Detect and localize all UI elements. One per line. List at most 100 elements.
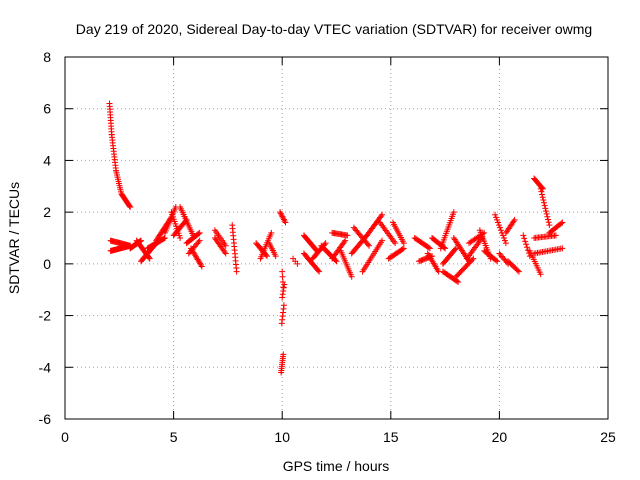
data-point <box>451 246 458 253</box>
data-point <box>539 184 546 191</box>
data-point <box>348 273 355 280</box>
data-point <box>537 271 544 278</box>
data-point <box>366 242 373 249</box>
data-point <box>453 278 460 285</box>
data-point <box>520 232 527 239</box>
data-point <box>281 281 288 288</box>
y-tick-label: 4 <box>43 152 51 168</box>
data-point <box>399 246 406 253</box>
data-point <box>280 351 287 358</box>
data-point <box>493 214 500 221</box>
data-point <box>145 254 152 261</box>
y-tick-label: 2 <box>43 204 51 220</box>
chart-title: Day 219 of 2020, Sidereal Day-to-day VTE… <box>76 21 592 37</box>
data-point <box>400 240 407 247</box>
data-point <box>378 213 385 220</box>
data-point <box>441 244 448 251</box>
data-point <box>272 253 279 260</box>
plot-frame <box>64 56 609 420</box>
data-point <box>315 267 322 274</box>
data-point <box>198 263 205 270</box>
data-point <box>543 208 550 215</box>
data-point <box>392 240 399 247</box>
y-tick-label: 8 <box>43 49 51 65</box>
data-point <box>333 258 340 265</box>
data-point <box>221 249 228 256</box>
data-point <box>160 235 167 242</box>
data-point <box>510 218 517 225</box>
data-point <box>558 220 565 227</box>
data-point <box>539 191 546 198</box>
data-point <box>425 244 432 251</box>
y-tick-label: -2 <box>39 308 52 324</box>
data-point <box>501 237 508 244</box>
data-point <box>268 229 275 236</box>
x-tick-label: 5 <box>170 429 178 445</box>
data-point <box>342 237 349 244</box>
data-point <box>538 188 545 195</box>
data-point <box>196 237 203 244</box>
data-point <box>494 216 501 223</box>
data-point <box>492 211 499 218</box>
data-point <box>379 211 386 218</box>
data-point <box>552 232 559 239</box>
data-point <box>450 209 457 216</box>
x-tick-label: 10 <box>274 429 290 445</box>
data-point <box>426 245 433 252</box>
y-axis-label: SDTVAR / TECUs <box>6 182 22 294</box>
data-point <box>452 245 459 252</box>
data-point <box>400 245 407 252</box>
data-point <box>161 235 168 241</box>
data-point <box>344 232 351 239</box>
data-point <box>455 278 462 285</box>
data-point <box>294 260 301 267</box>
y-tick-label: -6 <box>39 411 52 427</box>
data-point <box>523 241 530 248</box>
y-tick-label: 6 <box>43 101 51 117</box>
grid-lines <box>65 57 608 419</box>
data-point <box>280 302 287 309</box>
data-point <box>545 219 552 226</box>
data-point <box>281 218 288 225</box>
data-point <box>280 284 287 291</box>
y-tick-label: -4 <box>39 359 52 375</box>
data-point <box>195 239 202 246</box>
data-point <box>511 216 518 223</box>
data-point <box>279 294 286 301</box>
data-point <box>279 278 286 285</box>
data-point <box>126 202 133 209</box>
data-point <box>222 242 229 249</box>
data-point <box>493 257 500 264</box>
data-point <box>546 222 553 229</box>
data-point <box>545 216 552 223</box>
data-point <box>198 262 205 269</box>
data-point <box>494 258 501 265</box>
data-point <box>177 235 184 241</box>
data-point <box>542 205 549 212</box>
data-point <box>322 240 329 247</box>
data-point <box>470 255 477 262</box>
data-point <box>559 245 566 252</box>
data-point <box>502 240 509 247</box>
data-point <box>280 284 287 291</box>
x-tick-label: 0 <box>61 429 69 445</box>
data-point <box>282 219 289 226</box>
data-point <box>222 250 229 257</box>
x-tick-label: 15 <box>383 429 399 445</box>
data-point <box>500 235 507 241</box>
data-point <box>521 235 528 242</box>
data-point <box>541 202 548 209</box>
data-point <box>559 219 566 226</box>
data-point <box>514 267 521 274</box>
data-point <box>341 238 348 245</box>
data-point <box>540 197 547 204</box>
data-point <box>539 194 546 201</box>
data-point <box>537 185 544 192</box>
data-point <box>146 255 153 262</box>
x-axis-label: GPS time / hours <box>283 458 390 474</box>
data-point <box>279 268 286 275</box>
y-tick-label: 0 <box>43 256 51 272</box>
data-point <box>279 291 286 298</box>
data-point <box>279 273 286 280</box>
data-point <box>364 241 371 248</box>
